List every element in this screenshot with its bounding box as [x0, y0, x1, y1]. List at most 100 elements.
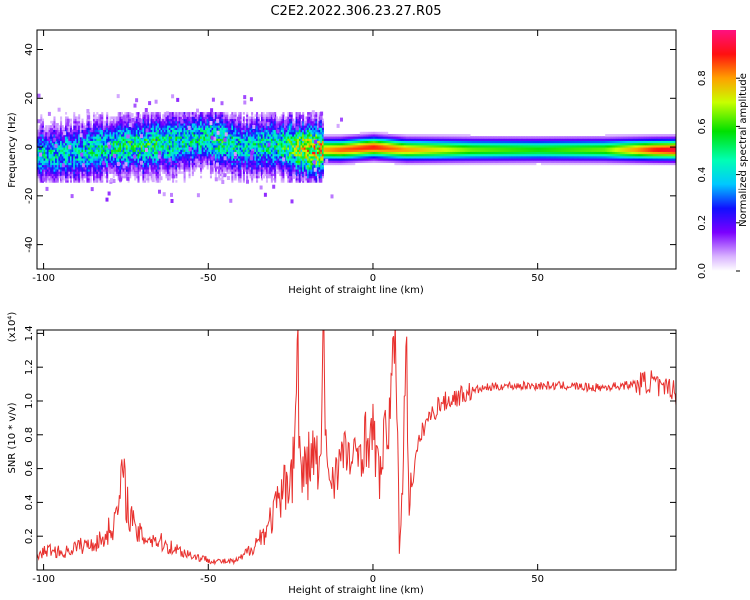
spectrogram-cell [279, 123, 282, 126]
spectrogram-cell [269, 160, 272, 163]
spectrogram-cell [122, 131, 125, 135]
spectrogram-cell [251, 120, 254, 124]
spectrogram-cell [76, 164, 79, 168]
spectrogram-cell [140, 151, 143, 155]
spectrogram-cell [297, 138, 300, 141]
spectrogram-cell [254, 155, 257, 159]
spectrogram-cell [198, 158, 201, 161]
spectrogram-cell [201, 140, 204, 144]
spectrogram-cell [277, 142, 280, 146]
spectrogram-cell [254, 151, 257, 155]
spectrogram-cell [307, 153, 310, 157]
spectrogram-cell [193, 144, 196, 148]
spectrogram-cell [148, 151, 152, 155]
spectrogram-cell [167, 127, 170, 131]
spectrogram-cell [284, 129, 287, 133]
spectrogram-cell [88, 171, 91, 174]
spectrogram-cell [46, 149, 49, 152]
spectrogram-cell [117, 127, 120, 131]
spectrogram-cell [135, 140, 138, 144]
spectrogram-cell [280, 140, 283, 144]
spectrogram-cell [302, 147, 305, 150]
spectrogram-cell [270, 147, 273, 150]
spectrogram-cell [97, 134, 100, 137]
spectrogram-cell [74, 155, 77, 159]
spectrogram-cell [244, 123, 247, 126]
spectrogram-cell [201, 136, 204, 139]
spectrogram-cell [214, 171, 217, 174]
spectrogram-cell [312, 175, 315, 179]
spectrogram-cell [201, 129, 204, 133]
spectrogram-cell [84, 164, 87, 168]
spectrogram-cell [114, 147, 117, 150]
spectrogram-cell [89, 173, 92, 177]
spectrogram-cell [312, 153, 315, 157]
spectrogram-cell [158, 149, 161, 152]
spectrogram-cell [104, 151, 107, 155]
spectrogram-cell [201, 164, 204, 168]
spectrogram-cell [106, 123, 109, 126]
spectrogram-cell [305, 138, 308, 141]
spectrogram-cell [150, 151, 153, 155]
spectrogram-cell [155, 155, 158, 159]
spectrogram-cell [155, 116, 158, 120]
spectrogram-cell [147, 164, 150, 168]
spectrogram-cell [279, 131, 282, 135]
spectrogram-cell [145, 162, 148, 166]
spectrogram-cell [310, 134, 313, 137]
spectrogram-cell [288, 155, 292, 159]
spectrogram-cell [300, 149, 303, 152]
spectrogram-cell [321, 151, 324, 155]
spectrogram-cell [313, 147, 316, 150]
spectrogram-cell [256, 162, 259, 166]
spectrogram-cell [318, 144, 321, 148]
spectrogram-cell [252, 120, 255, 124]
spectrogram-cell [274, 116, 277, 120]
spectrogram-cell [232, 127, 236, 131]
spectrogram-cell [287, 171, 290, 174]
spectrogram-cell [180, 160, 183, 163]
spectrogram-cell [158, 164, 161, 168]
spectrogram-cell [285, 118, 288, 122]
spectrogram-cell [102, 140, 105, 144]
spectrogram-cell [152, 153, 155, 157]
spectrogram-cell [269, 169, 272, 172]
spectrogram-cell [175, 114, 178, 117]
spectrogram-cell [228, 166, 231, 170]
spectrogram-cell [97, 118, 100, 122]
spectrogram-cell [178, 123, 181, 126]
spectrogram-cell [158, 138, 161, 141]
spectrogram-cell [68, 127, 71, 131]
spectrogram-cell [249, 140, 252, 144]
spectrogram-cell [153, 123, 156, 126]
spectrogram-cell [295, 120, 298, 124]
spectrogram-cell [298, 166, 301, 170]
spectrogram-cell [92, 125, 96, 128]
spectrogram-cell [323, 138, 326, 141]
spectrogram-cell [78, 147, 81, 150]
spectrogram-cell [265, 114, 268, 117]
spectrogram-cell [101, 177, 104, 181]
spectrogram-cell [186, 164, 189, 168]
spectrogram-cell [134, 129, 137, 133]
spectrogram-cell [219, 120, 222, 124]
spectrogram-cell [40, 173, 43, 177]
spectrogram-cell [130, 160, 133, 163]
spectrogram-cell [259, 155, 262, 159]
spectrogram-cell [257, 149, 260, 152]
spectrogram-cell [284, 134, 287, 137]
spectrogram-cell [147, 158, 150, 161]
spectrogram-cell [307, 175, 310, 179]
spectrogram-cell [37, 140, 40, 144]
spectrogram-cell [94, 169, 97, 172]
spectrogram-cell [99, 142, 102, 146]
spectrogram-cell [65, 127, 68, 131]
spectrogram-cell [112, 169, 115, 172]
spectrogram-cell [254, 175, 257, 179]
spectrogram-cell [180, 142, 183, 146]
spectrogram-cell [106, 180, 109, 183]
spectrogram-cell [229, 144, 232, 148]
spectrogram-cell [272, 160, 275, 163]
spectrogram-cell [94, 173, 97, 177]
spectrogram-cell [92, 138, 96, 141]
